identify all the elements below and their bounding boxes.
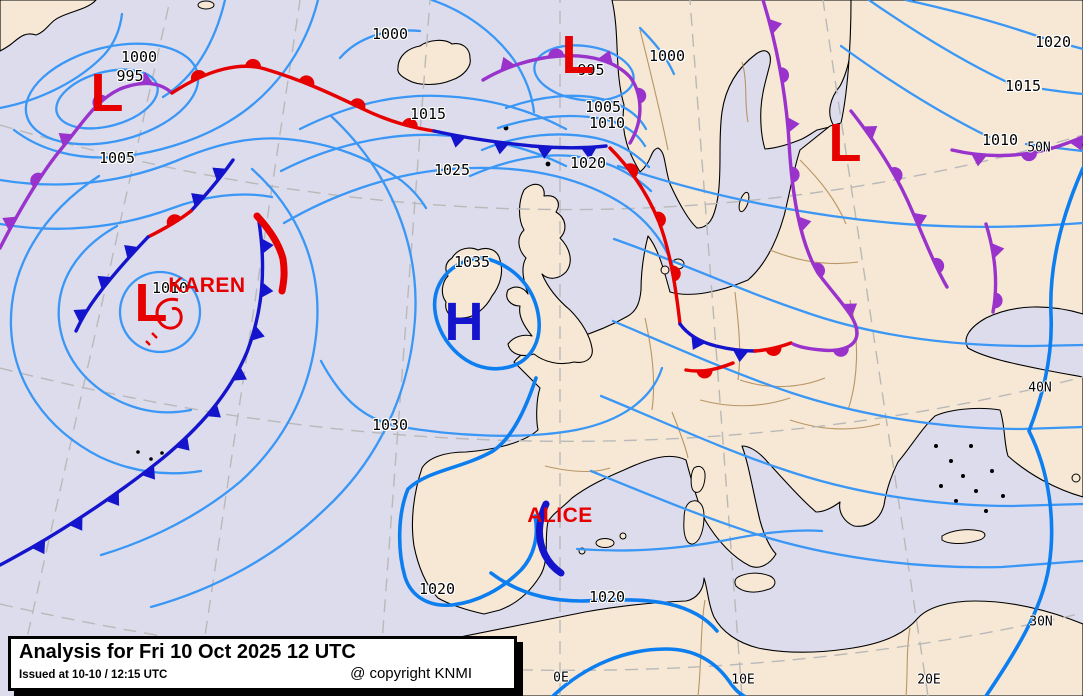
trough-line-alice — [536, 500, 565, 577]
island-jan-mayen — [197, 0, 215, 10]
isobar-label: 1020 — [588, 588, 626, 606]
warm-front-symbols — [190, 58, 418, 129]
land-europe — [411, 0, 1083, 615]
isobar-label: 1020 — [418, 580, 456, 598]
occluded-front-symbols — [500, 48, 647, 104]
isobar-label: 1010 — [151, 279, 189, 297]
island-mallorca — [595, 538, 615, 548]
isobar-label: 1020 — [569, 154, 607, 172]
issued-timestamp: Issued at 10-10 / 12:15 UTC — [19, 669, 168, 681]
island-rhodes — [1071, 473, 1081, 483]
analysis-title: Analysis for Fri 10 Oct 2025 12 UTC — [19, 641, 356, 663]
low-pressure-symbol: L — [134, 273, 168, 333]
grid-label: 20E — [917, 672, 941, 688]
cold-front-symbols — [449, 134, 597, 160]
cold-front — [432, 129, 608, 150]
fronts — [0, 0, 1083, 577]
cold-front-symbols — [31, 238, 274, 555]
isobar-label: 1000 — [648, 47, 686, 65]
island-gotland — [738, 191, 750, 213]
analysis-title-box: Analysis for Fri 10 Oct 2025 12 UTC Issu… — [8, 636, 517, 691]
warm-front-symbols — [625, 163, 681, 282]
island-menorca — [619, 532, 627, 540]
warm-front-symbols — [166, 214, 182, 227]
isobar-label: 1010 — [981, 131, 1019, 149]
land-greenland — [0, 0, 97, 52]
cold-front-symbols — [191, 167, 227, 208]
copyright-notice: @ copyright KNMI — [350, 665, 472, 682]
land-iceland — [397, 39, 471, 86]
grid-label: 30N — [1029, 614, 1053, 630]
isobar-label: 1000 — [371, 25, 409, 43]
occluded-front — [761, 0, 859, 353]
grid-label: 10E — [731, 672, 755, 688]
isobars-bold — [397, 166, 1083, 696]
isobar-label: 1015 — [409, 105, 447, 123]
aegean-islands — [934, 444, 1005, 513]
occluded-front-symbols — [991, 242, 1005, 309]
trough-line-karen — [253, 212, 288, 295]
isobar-label: 1000 — [120, 48, 158, 66]
occluded-front — [481, 54, 642, 145]
isobar-label: 1025 — [433, 161, 471, 179]
cold-front — [0, 220, 265, 567]
storm-name-label: ALICE — [527, 504, 593, 527]
island-crete — [941, 529, 986, 544]
isobar-label: 1005 — [98, 149, 136, 167]
warm-front-symbols — [765, 346, 782, 357]
grid-label: 50N — [1027, 140, 1051, 156]
isobar-label: 1020 — [1034, 33, 1072, 51]
low-pressure-symbol: L — [561, 25, 595, 85]
occluded-front-symbols — [2, 71, 154, 231]
grid-label: 40N — [1028, 380, 1052, 396]
isobar-label: 1030 — [371, 416, 409, 434]
occluded-front-symbols — [768, 18, 858, 357]
occluded-front — [849, 109, 949, 289]
low-pressure-symbol: L — [90, 63, 124, 123]
isobar-label: 1005 — [584, 98, 622, 116]
isobar-label: 1015 — [1004, 77, 1042, 95]
low-pressure-symbol: L — [828, 113, 862, 173]
isobar-label: 995 — [116, 67, 144, 85]
island-corsica — [690, 465, 706, 493]
occluded-front-symbols — [862, 125, 945, 274]
cold-front-symbols — [691, 335, 749, 363]
storm-name-label: KAREN — [168, 274, 246, 297]
island-shetland — [545, 161, 551, 167]
cold-front-symbols — [73, 244, 139, 323]
grid-label: 0E — [553, 670, 569, 686]
isobar-label: 1010 — [588, 114, 626, 132]
island-sicily — [734, 572, 776, 593]
island-funen — [660, 265, 670, 275]
occluded-front-symbols — [971, 137, 1083, 167]
isobar-label: 995 — [577, 61, 605, 79]
high-pressure-symbol: H — [444, 292, 484, 352]
land-great-britain — [506, 183, 593, 365]
isobar-label: 1035 — [453, 253, 491, 271]
tropical-storm-icon — [145, 297, 183, 346]
island-sardinia — [683, 500, 705, 545]
land-north-africa — [395, 577, 1083, 696]
warm-front-symbols — [696, 369, 713, 379]
azores-islands — [136, 450, 164, 461]
